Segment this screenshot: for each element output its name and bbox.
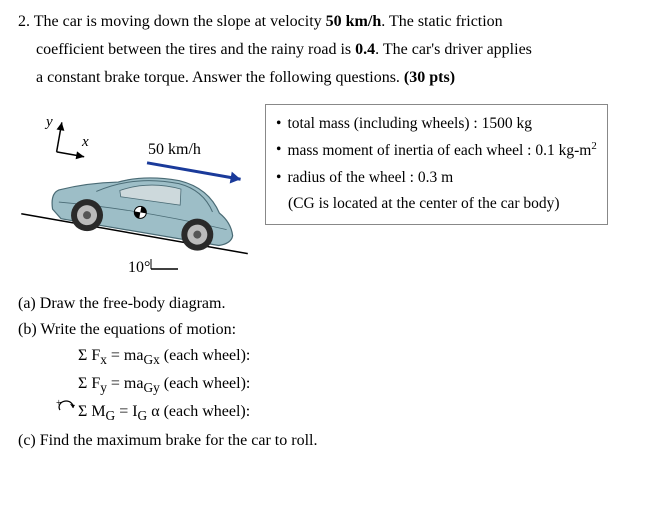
equation-fx: Σ Fx = maGx (each wheel): [78,344,627,370]
figure-and-data-row: y x 50 km/h 10° • total mass (including … [18,104,627,274]
car-svg: y x 50 km/h 10° [18,104,253,274]
problem-number: 2. [18,13,30,30]
question-c: (c) Find the maximum brake for the car t… [18,429,627,453]
equation-mg: + Σ MG = IG α (each wheel): [78,400,627,426]
data-item-cg: (CG is located at the center of the car … [276,191,597,217]
text: . The car's driver applies [375,41,532,58]
text: The car is moving down the slope at velo… [34,13,326,30]
bullet-icon: • [276,137,281,163]
svg-text:10°: 10° [128,259,150,274]
given-data-box: • total mass (including wheels) : 1500 k… [265,104,608,225]
data-item-mass: • total mass (including wheels) : 1500 k… [276,111,597,137]
question-a: (a) Draw the free-body diagram. [18,292,627,316]
mu-value: 0.4 [355,41,375,58]
problem-statement: 2. The car is moving down the slope at v… [18,10,627,90]
text: . The static friction [381,13,502,30]
bullet-icon: • [276,111,281,137]
questions-section: (a) Draw the free-body diagram. (b) Writ… [18,292,627,453]
x-axis-label: x [81,134,89,150]
bullet-icon: • [276,165,281,191]
car-figure: y x 50 km/h 10° [18,104,253,274]
rotation-arrow-icon: + [56,396,76,414]
angle-label-group: 10° [128,259,178,274]
data-item-inertia: • mass moment of inertia of each wheel :… [276,137,597,165]
data-item-radius: • radius of the wheel : 0.3 m [276,165,597,191]
text: a constant brake torque. Answer the foll… [36,69,404,86]
axes: y x [44,114,89,161]
points-value: (30 pts) [404,69,455,86]
question-b: (b) Write the equations of motion: [18,318,627,342]
velocity-value: 50 km/h [326,13,382,30]
y-axis-label: y [44,114,53,130]
text: coefficient between the tires and the ra… [36,41,355,58]
equation-fy: Σ Fy = maGy (each wheel): [78,372,627,398]
velocity-label: 50 km/h [148,141,201,158]
